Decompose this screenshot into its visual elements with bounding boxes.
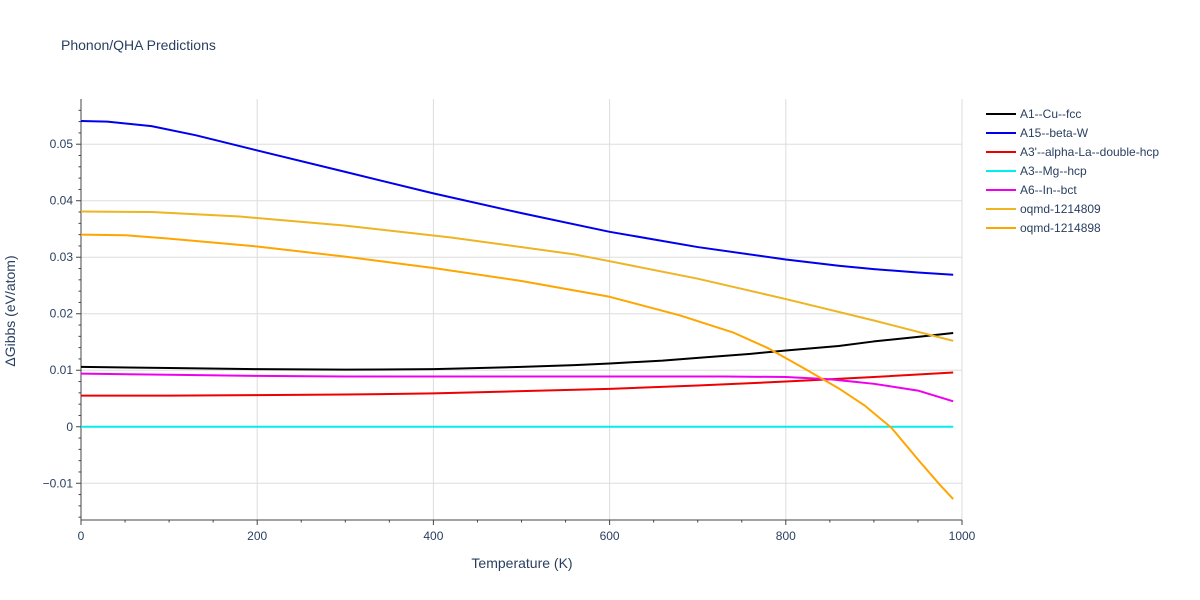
legend-item[interactable]: A1--Cu--fcc	[986, 107, 1081, 121]
x-tick-label: 400	[423, 529, 443, 543]
legend-label: A15--beta-W	[1020, 126, 1089, 140]
series-line	[81, 371, 954, 397]
y-tick-label: 0.05	[50, 137, 74, 151]
legend-item[interactable]: A3'--alpha-La--double-hcp	[986, 145, 1159, 159]
legend-label: oqmd-1214898	[1020, 221, 1101, 235]
series-line	[80, 372, 954, 403]
legend-item[interactable]: A3--Mg--hcp	[986, 164, 1087, 178]
x-tick-label: 1000	[949, 529, 976, 543]
chart-title: Phonon/QHA Predictions	[61, 37, 216, 53]
x-axis-title: Temperature (K)	[471, 555, 572, 571]
legend-label: oqmd-1214809	[1020, 202, 1101, 216]
y-axis-title: ΔGibbs (eV/atom)	[2, 255, 18, 366]
legend-label: A3'--alpha-La--double-hcp	[1020, 145, 1159, 159]
y-tick-label: 0.01	[50, 363, 74, 377]
legend-item[interactable]: oqmd-1214809	[986, 202, 1101, 216]
legend-item[interactable]: oqmd-1214898	[986, 221, 1101, 235]
grid	[81, 99, 963, 520]
x-tick-label: 800	[776, 529, 796, 543]
x-tick-label: 200	[247, 529, 267, 543]
series-line	[80, 210, 954, 342]
legend-item[interactable]: A6--In--bct	[986, 183, 1077, 197]
x-tick-labels: 0 200 400 600 800 1000	[78, 529, 976, 543]
y-tick-label: 0	[66, 420, 73, 434]
legend[interactable]: A1--Cu--fcc A15--beta-W A3'--alpha-La--dou…	[986, 107, 1159, 235]
y-tick-label: 0.02	[50, 307, 74, 321]
series-line	[80, 120, 954, 276]
y-tick-label: −0.01	[43, 476, 74, 490]
y-tick-label: 0.04	[50, 194, 74, 208]
x-tick-label: 0	[78, 529, 85, 543]
legend-item[interactable]: A15--beta-W	[986, 126, 1089, 140]
series-group	[80, 120, 954, 500]
series-line	[80, 233, 954, 500]
axes	[76, 99, 963, 525]
series-line	[80, 331, 954, 371]
legend-label: A6--In--bct	[1020, 183, 1077, 197]
y-tick-label: 0.03	[50, 250, 74, 264]
y-tick-labels: −0.01 0 0.01 0.02 0.03 0.04 0.05	[43, 137, 74, 490]
legend-label: A1--Cu--fcc	[1020, 107, 1081, 121]
legend-label: A3--Mg--hcp	[1020, 164, 1087, 178]
x-tick-label: 600	[600, 529, 620, 543]
